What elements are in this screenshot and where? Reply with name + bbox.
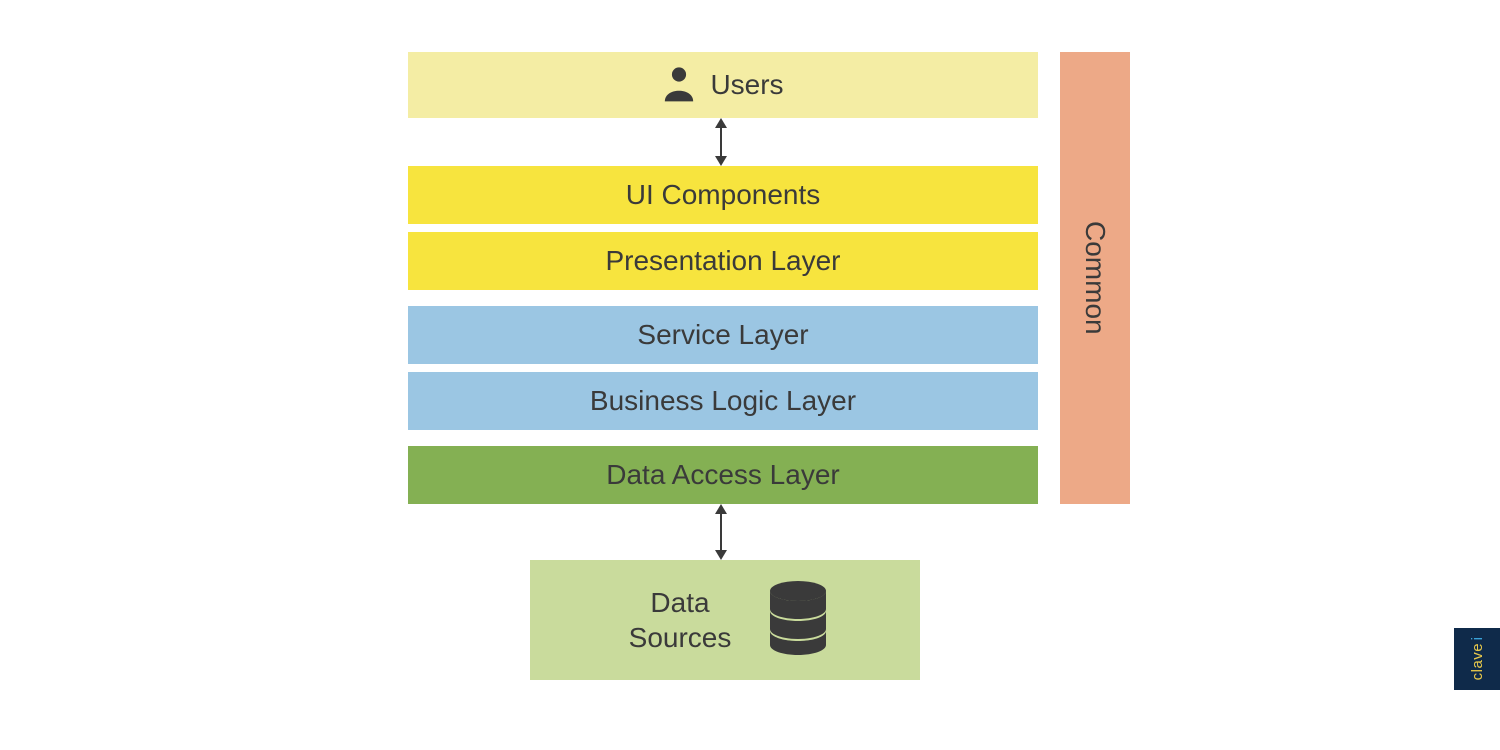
data-sources-block: Data Sources [530,560,920,680]
data-access-layer: Data Access Layer [408,446,1038,504]
user-icon [662,64,696,107]
ui-components-layer: UI Components [408,166,1038,224]
architecture-diagram: Users UI Components Presentation Layer S… [0,0,1500,750]
logo-main: clave [1469,643,1486,681]
business-logic-layer: Business Logic Layer [408,372,1038,430]
data-access-label: Data Access Layer [606,459,839,491]
presentation-layer: Presentation Layer [408,232,1038,290]
users-label: Users [710,69,783,101]
database-icon [766,581,830,660]
presentation-label: Presentation Layer [605,245,840,277]
service-label: Service Layer [637,319,808,351]
business-label: Business Logic Layer [590,385,856,417]
common-label: Common [1079,221,1111,335]
common-block: Common [1060,52,1130,504]
arrow-dal-datasources [714,504,728,560]
arrow-users-ui [714,118,728,166]
ui-components-label: UI Components [626,179,821,211]
logo-text: clave i [1469,637,1486,680]
data-sources-label: Data Sources [620,585,740,655]
users-layer: Users [408,52,1038,118]
logo-badge: clave i [1454,628,1500,690]
service-layer: Service Layer [408,306,1038,364]
logo-accent: i [1469,637,1486,641]
